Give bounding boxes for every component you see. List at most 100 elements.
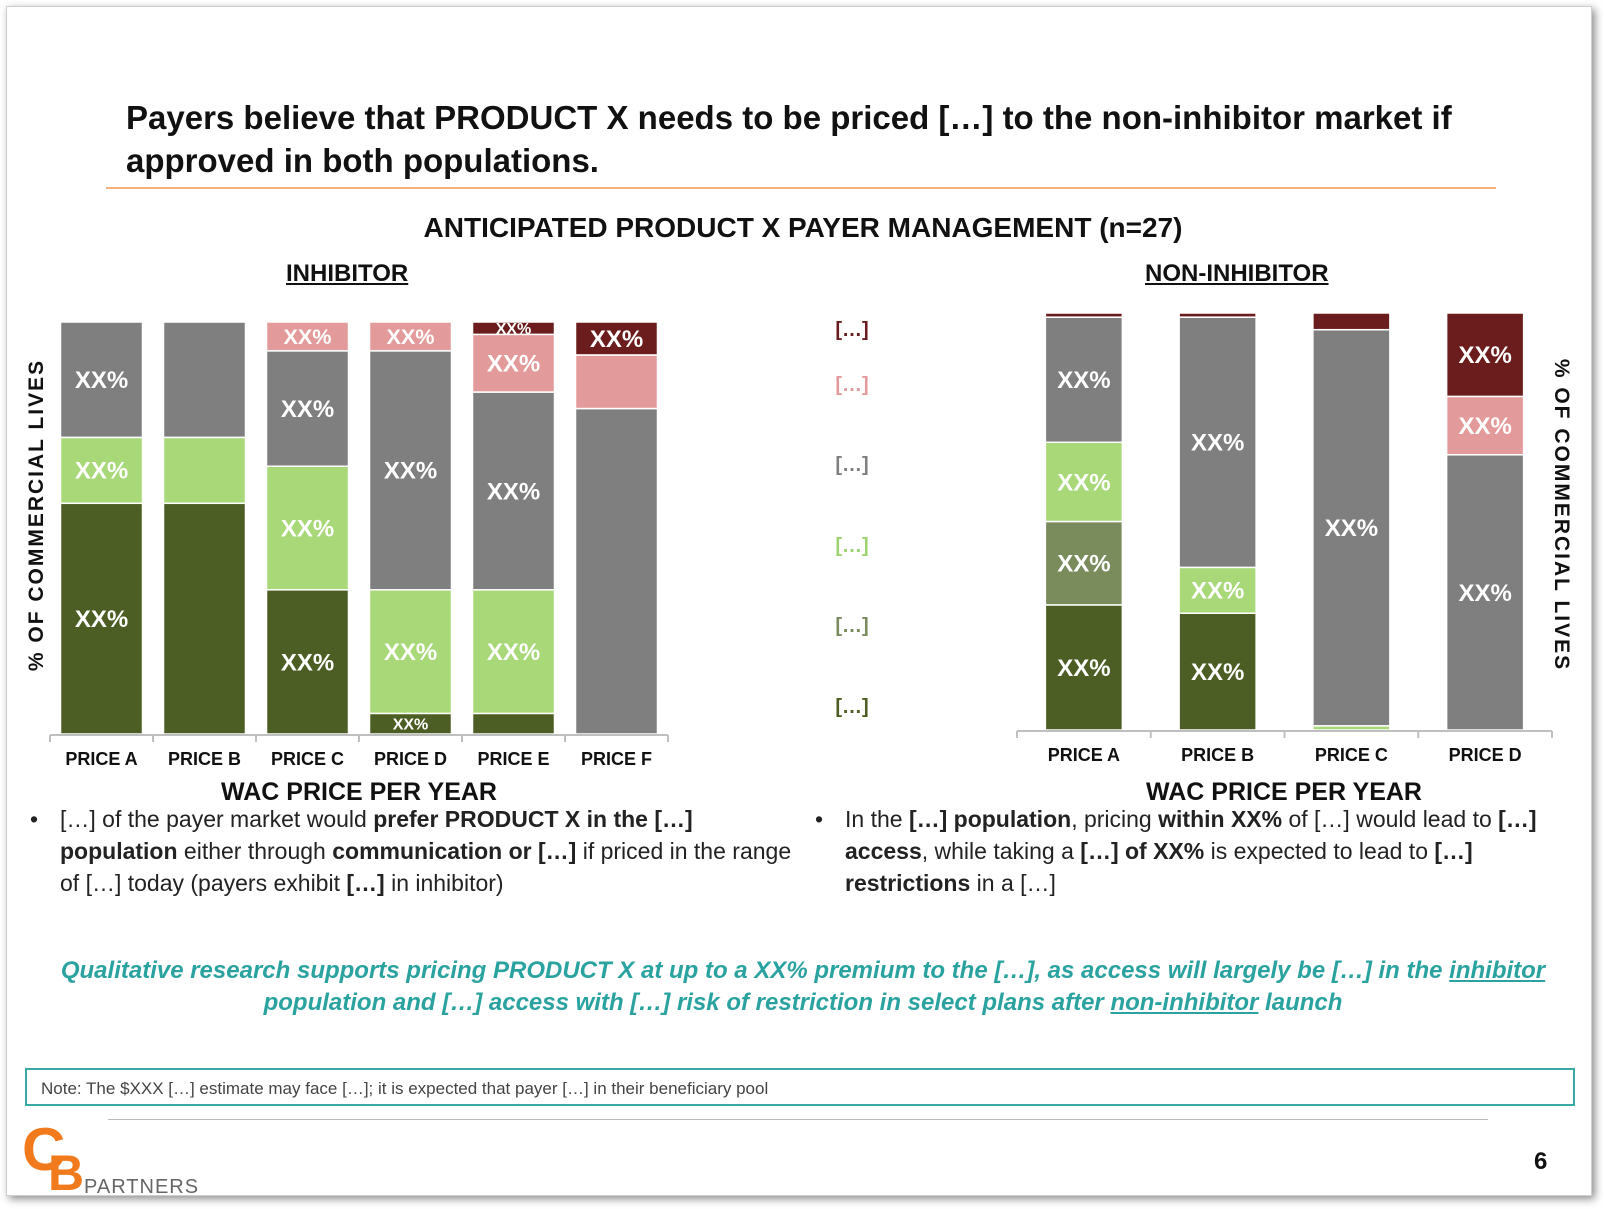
data-label: XX% — [1057, 367, 1110, 394]
legend-label: […] — [835, 454, 868, 476]
data-label: XX% — [1458, 580, 1511, 607]
left-bullet-run: either through — [177, 838, 333, 864]
x-axis-label: WAC PRICE PER YEAR — [221, 778, 497, 806]
bar-segment — [471, 391, 556, 591]
footer-divider — [108, 1119, 1488, 1120]
bar-segment — [1178, 312, 1257, 318]
tick-label: PRICE E — [477, 749, 549, 769]
data-label: XX% — [1057, 655, 1110, 682]
right-bullet-run: In the — [845, 806, 909, 832]
bar-segment — [1178, 566, 1257, 614]
right-bullet-run: in a […] — [970, 870, 1056, 896]
right-bullet-run: is expected to lead to — [1204, 838, 1435, 864]
left-bullet-run: […] of the payer market would — [60, 806, 374, 832]
bar-segment — [574, 407, 659, 735]
tick-label: PRICE C — [271, 749, 344, 769]
conclusion-statement: Qualitative research supports pricing PR… — [30, 955, 1576, 1019]
bar-segment — [1312, 328, 1391, 727]
tick-label: PRICE D — [374, 749, 447, 769]
data-label: XX% — [75, 458, 128, 485]
data-label: XX% — [487, 478, 540, 505]
right-bullet-run: , while taking a — [921, 838, 1081, 864]
bar-segment — [471, 333, 556, 393]
data-label: XX% — [496, 321, 532, 338]
conclusion-part-2: population and […] access with […] risk … — [263, 989, 1111, 1016]
right-bullet-run: […] population — [908, 806, 1072, 832]
data-label: XX% — [384, 639, 437, 666]
data-label: XX% — [384, 458, 437, 485]
left-bullet-run: […] — [346, 870, 385, 896]
bar-segment — [1178, 612, 1257, 731]
data-label: XX% — [1057, 469, 1110, 496]
page-number: 6 — [1534, 1148, 1548, 1175]
left-bullet-run: in inhibitor) — [384, 870, 504, 896]
bullet-dot: • — [815, 806, 824, 832]
inhibitor-subtitle: INHIBITOR — [286, 260, 409, 287]
data-label: XX% — [393, 716, 429, 733]
tick-label: PRICE C — [1315, 745, 1388, 765]
bar-segment — [59, 321, 144, 439]
logo-wordmark: PARTNERS — [84, 1176, 200, 1198]
bar-segment — [1312, 312, 1391, 331]
tick-label: PRICE B — [1181, 745, 1254, 765]
bar-segment — [471, 589, 556, 715]
conclusion-underline-2: non-inhibitor — [1110, 989, 1259, 1016]
y-axis-label: % OF COMMERCIAL LIVES — [25, 359, 48, 671]
tick-label: PRICE A — [65, 749, 137, 769]
bar-segment — [471, 712, 556, 735]
bar-segment — [471, 321, 556, 336]
data-label: XX% — [1458, 413, 1511, 440]
charts-title: ANTICIPATED PRODUCT X PAYER MANAGEMENT (… — [423, 212, 1183, 243]
data-label: XX% — [487, 351, 540, 378]
right-bullet-run: within XX% — [1158, 806, 1283, 832]
right-bullet-run: of […] would lead to — [1282, 806, 1499, 832]
bar-segment — [1044, 312, 1124, 318]
data-label: XX% — [1191, 430, 1244, 457]
bar-segment — [1044, 441, 1124, 523]
bar-segment — [1178, 316, 1257, 569]
bar-segment — [574, 354, 659, 410]
data-label: XX% — [1325, 515, 1378, 542]
right-bullet-run: […] restrictions — [845, 838, 1473, 896]
conclusion-part-3: launch — [1258, 989, 1343, 1016]
conclusion-underline-1: inhibitor — [1449, 957, 1546, 984]
bullet-dot: • — [30, 806, 39, 832]
bar-segment — [1044, 604, 1124, 731]
data-label: XX% — [281, 396, 334, 423]
tick-label: PRICE D — [1449, 745, 1522, 765]
bar-segment — [162, 502, 247, 735]
data-label: XX% — [1191, 578, 1244, 605]
bar-segment — [368, 321, 453, 352]
logo-letter-c: C — [22, 1116, 66, 1183]
data-label: XX% — [487, 639, 540, 666]
bar-segment — [265, 321, 350, 352]
right-bullet-text: In the […] population, pricing within XX… — [845, 806, 1536, 896]
data-label: XX% — [75, 367, 128, 394]
tick-label: PRICE F — [581, 749, 652, 769]
bar-segment — [59, 502, 144, 735]
right-bullet-run: […] of XX% — [1080, 838, 1205, 864]
bar-segment — [162, 436, 247, 505]
bar-segment — [59, 436, 144, 505]
legend-label: […] — [835, 696, 868, 718]
left-bullet-text: […] of the payer market would prefer PRO… — [60, 806, 791, 896]
data-label: XX% — [1057, 551, 1110, 578]
slide-title: Payers believe that PRODUCT X needs to b… — [126, 99, 1452, 179]
right-bullet: • In the […] population, pricing within … — [815, 803, 1575, 899]
right-bullet-run: […] access — [845, 806, 1537, 864]
bar-segment — [162, 321, 247, 439]
data-label: XX% — [75, 606, 128, 633]
bar-segment — [368, 350, 453, 591]
legend-label: […] — [835, 374, 868, 396]
bar-segment — [1445, 312, 1525, 398]
legend-label: […] — [835, 319, 868, 341]
title-divider — [106, 187, 1496, 189]
y-axis-label: % OF COMMERCIAL LIVES — [1550, 359, 1573, 671]
bar-segment — [1445, 454, 1525, 731]
bar-segment — [1445, 395, 1525, 456]
bar-segment — [368, 589, 453, 715]
non-inhibitor-subtitle: NON-INHIBITOR — [1145, 260, 1329, 287]
bar-segment — [1044, 520, 1124, 606]
tick-label: PRICE A — [1048, 745, 1120, 765]
